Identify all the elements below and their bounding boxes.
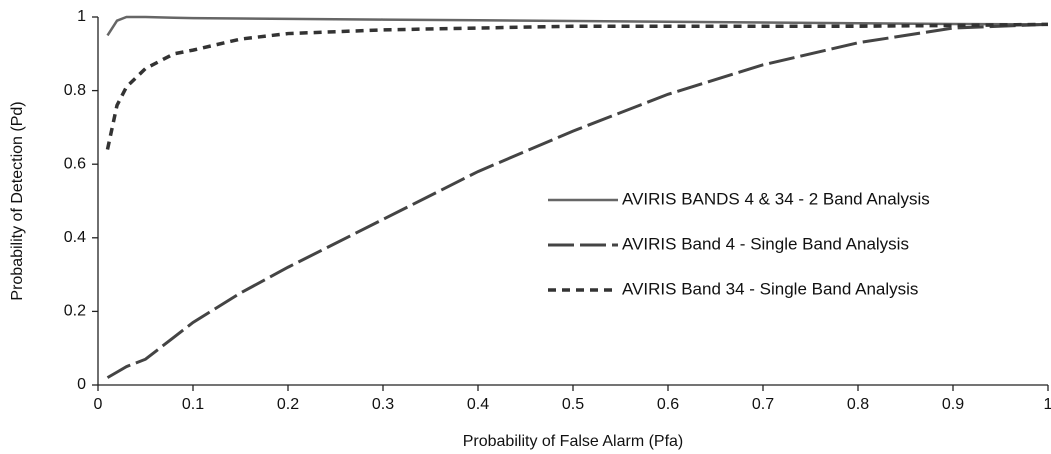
y-tick-label: 0.6 bbox=[64, 155, 86, 172]
series-line bbox=[106, 22, 1049, 379]
x-tick-label: 0.7 bbox=[752, 396, 774, 413]
x-tick-label: 0.3 bbox=[372, 396, 394, 413]
x-tick-label: 1 bbox=[1044, 396, 1051, 413]
y-tick-label: 0.8 bbox=[64, 82, 86, 99]
x-tick-label: 0.1 bbox=[182, 396, 204, 413]
y-axis-label: Probability of Detection (Pd) bbox=[9, 101, 26, 300]
x-axis-label: Probability of False Alarm (Pfa) bbox=[463, 433, 684, 450]
legend-label: AVIRIS Band 4 - Single Band Analysis bbox=[622, 234, 909, 253]
x-tick-label: 0.6 bbox=[657, 396, 679, 413]
x-tick-label: 0.8 bbox=[847, 396, 869, 413]
x-tick-label: 0.9 bbox=[942, 396, 964, 413]
x-tick-label: 0.5 bbox=[562, 396, 584, 413]
legend-label: AVIRIS BANDS 4 & 34 - 2 Band Analysis bbox=[622, 189, 930, 208]
y-tick-label: 0.4 bbox=[64, 229, 86, 246]
y-tick-label: 0.2 bbox=[64, 303, 86, 320]
legend-label: AVIRIS Band 34 - Single Band Analysis bbox=[622, 279, 918, 298]
x-tick-label: 0.4 bbox=[467, 396, 489, 413]
series-line bbox=[105, 22, 1049, 150]
y-tick-label: 0 bbox=[77, 376, 86, 393]
x-tick-label: 0 bbox=[94, 396, 103, 413]
series-line bbox=[106, 15, 1049, 37]
y-tick-label: 1 bbox=[77, 8, 86, 25]
x-tick-label: 0.2 bbox=[277, 396, 299, 413]
